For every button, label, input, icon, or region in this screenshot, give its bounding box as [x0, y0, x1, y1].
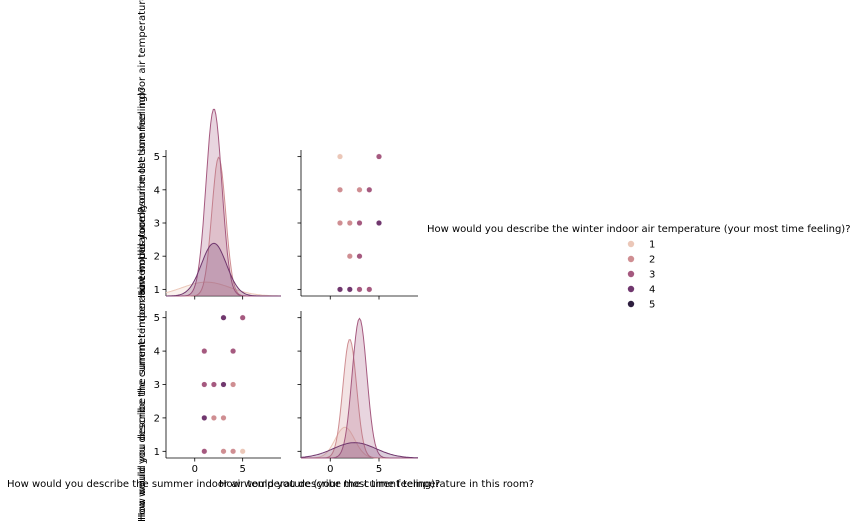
- kde-current-fill-4: [301, 442, 418, 458]
- scatter-current-summer-point-4: [201, 381, 208, 388]
- scatter-summer-current-point-10: [356, 253, 363, 260]
- legend-marker-5: [627, 300, 635, 308]
- col1-x-axis-label: How would you describe the summer indoor…: [7, 479, 440, 490]
- y-tick-label-1-1: 1: [154, 447, 160, 458]
- legend-marker-2: [627, 255, 635, 263]
- scatter-summer-current-point-3: [356, 186, 363, 193]
- scatter-summer-current-point-0: [337, 153, 344, 160]
- kde-summer-fill-4: [166, 243, 281, 296]
- scatter-summer-current-point-13: [356, 286, 363, 293]
- x-tick-label-0-0: 0: [192, 464, 198, 475]
- legend-marker-3: [627, 270, 635, 278]
- legend-items: 1 2 3 4 5: [627, 240, 655, 311]
- top-y-axis-label: How would you describe the summer indoor…: [137, 87, 148, 520]
- scatter-current-summer-point-12: [220, 448, 227, 455]
- panel-top-right: [300, 150, 418, 297]
- kde-summer-fill-2: [166, 157, 281, 296]
- legend-marker-4: [627, 285, 635, 293]
- scatter-current-summer-point-2: [201, 348, 208, 355]
- scatter-current-summer-point-6: [220, 381, 227, 388]
- scatter-summer-current-point-11: [337, 286, 344, 293]
- scatter-summer-current-point-4: [366, 186, 373, 193]
- legend-label-4: 4: [649, 285, 655, 296]
- kde-current-fill-2: [301, 339, 418, 458]
- scatter-current-summer-point-10: [220, 414, 227, 421]
- tick-group: 1 2 3 4 5 1 2 3 4 5 0 5 0 5: [154, 152, 383, 475]
- y-tick-label-0-4: 4: [154, 185, 160, 196]
- scatter-current-summer-point-3: [230, 348, 237, 355]
- scatter-current-summer-point-8: [201, 414, 208, 421]
- legend-label-2: 2: [649, 255, 655, 266]
- scatter-summer-current-point-1: [376, 153, 383, 160]
- x-tick-label-0-5: 5: [239, 464, 245, 475]
- kde-current-line-4: [300, 442, 418, 459]
- scatter-summer-current-point-14: [366, 286, 373, 293]
- scatter-current-summer-point-0: [220, 314, 227, 321]
- kde-summer-line-4: [166, 242, 281, 297]
- legend-label-3: 3: [649, 270, 655, 281]
- scatter-current-summer-point-1: [239, 314, 246, 321]
- scatter-summer-current-point-9: [346, 253, 353, 260]
- y-tick-label-0-5: 5: [154, 152, 160, 163]
- kde-current-fill-3: [301, 318, 418, 458]
- kde-summer-line-1: [165, 281, 281, 297]
- legend: How would you describe the winter indoor…: [427, 224, 851, 311]
- scatter-current-summer-point-14: [239, 448, 246, 455]
- scatter-current-vs-summer: [201, 314, 246, 455]
- scatter-summer-current-point-12: [346, 286, 353, 293]
- scatter-summer-vs-current: [337, 153, 383, 293]
- scatter-current-summer-point-9: [210, 414, 217, 421]
- y-tick-label-1-5: 5: [154, 313, 160, 324]
- kde-summer-fill-3: [166, 109, 281, 297]
- panel-bottom-right: [300, 311, 418, 459]
- y-tick-label-0-1: 1: [154, 285, 160, 296]
- y-tick-label-0-3: 3: [154, 219, 160, 230]
- legend-label-1: 1: [649, 240, 655, 251]
- kde-current-group: [300, 317, 418, 459]
- scatter-current-summer-point-11: [201, 448, 208, 455]
- scatter-current-summer-point-13: [230, 448, 237, 455]
- legend-title: How would you describe the winter indoor…: [427, 224, 851, 235]
- scatter-current-summer-point-5: [210, 381, 217, 388]
- y-tick-label-0-2: 2: [154, 252, 160, 263]
- scatter-summer-current-point-5: [337, 219, 344, 226]
- row2-y-axis-label: How would you describe the current tempe…: [137, 207, 148, 522]
- scatter-summer-current-point-6: [346, 219, 353, 226]
- scatter-summer-current-point-8: [376, 219, 383, 226]
- y-tick-label-1-2: 2: [154, 413, 160, 424]
- legend-marker-1: [627, 240, 635, 248]
- panel-bottom-left: [165, 311, 281, 459]
- y-tick-label-1-4: 4: [154, 347, 160, 358]
- scatter-summer-current-point-7: [356, 219, 363, 226]
- scatter-current-summer-point-7: [230, 381, 237, 388]
- row1-y-axis-label: How would you describe the summer indoor…: [137, 0, 148, 298]
- x-tick-label-1-5: 5: [376, 464, 382, 475]
- scatter-summer-current-point-2: [337, 186, 344, 193]
- legend-label-5: 5: [649, 300, 655, 311]
- x-tick-label-1-0: 0: [327, 464, 333, 475]
- y-tick-label-1-3: 3: [154, 380, 160, 391]
- col2-x-axis-label: How would you describe the current tempe…: [219, 479, 534, 490]
- kde-summer-group: [165, 108, 281, 297]
- kde-current-line-3: [301, 317, 418, 459]
- panel-top-left: [165, 108, 281, 297]
